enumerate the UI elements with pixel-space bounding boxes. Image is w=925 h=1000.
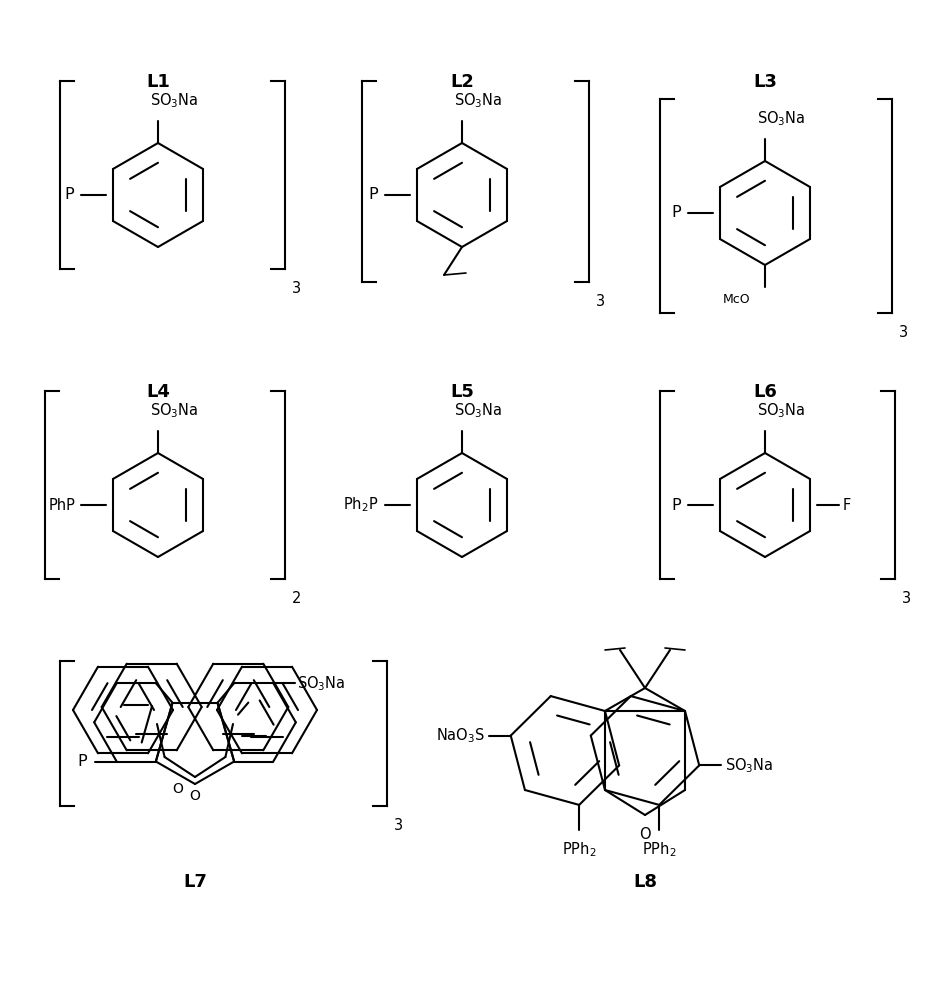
Text: 3: 3 (394, 818, 403, 833)
Text: PhP: PhP (49, 497, 76, 512)
Text: 3: 3 (902, 591, 911, 606)
Text: L1: L1 (146, 73, 170, 91)
Text: 3: 3 (596, 294, 605, 309)
Text: 3: 3 (292, 281, 302, 296)
Text: O: O (639, 827, 651, 842)
Text: NaO$_3$S: NaO$_3$S (436, 726, 485, 745)
Text: McO: McO (723, 293, 750, 306)
Text: SO$_3$Na: SO$_3$Na (725, 756, 773, 775)
Text: SO$_3$Na: SO$_3$Na (454, 92, 502, 110)
Text: P: P (672, 497, 681, 512)
Text: L2: L2 (450, 73, 474, 91)
Text: SO$_3$Na: SO$_3$Na (757, 110, 806, 128)
Text: L7: L7 (183, 873, 207, 891)
Text: L3: L3 (753, 73, 777, 91)
Text: L5: L5 (450, 383, 474, 401)
Text: SO$_3$Na: SO$_3$Na (757, 402, 806, 420)
Text: P: P (368, 187, 378, 202)
Text: SO$_3$Na: SO$_3$Na (454, 402, 502, 420)
Text: PPh$_2$: PPh$_2$ (642, 840, 676, 859)
Text: 2: 2 (292, 591, 302, 606)
Text: L4: L4 (146, 383, 170, 401)
Text: L8: L8 (633, 873, 657, 891)
Text: L6: L6 (753, 383, 777, 401)
Text: P: P (672, 205, 681, 220)
Text: F: F (843, 497, 851, 512)
Text: P: P (65, 187, 74, 202)
Text: O: O (190, 789, 201, 803)
Text: SO$_3$Na: SO$_3$Na (150, 402, 199, 420)
Text: 3: 3 (899, 325, 908, 340)
Text: Ph$_2$P: Ph$_2$P (342, 496, 378, 514)
Text: P: P (77, 754, 87, 769)
Text: O: O (172, 782, 183, 796)
Text: PPh$_2$: PPh$_2$ (561, 840, 597, 859)
Text: SO$_3$Na: SO$_3$Na (297, 674, 346, 693)
Text: SO$_3$Na: SO$_3$Na (150, 92, 199, 110)
